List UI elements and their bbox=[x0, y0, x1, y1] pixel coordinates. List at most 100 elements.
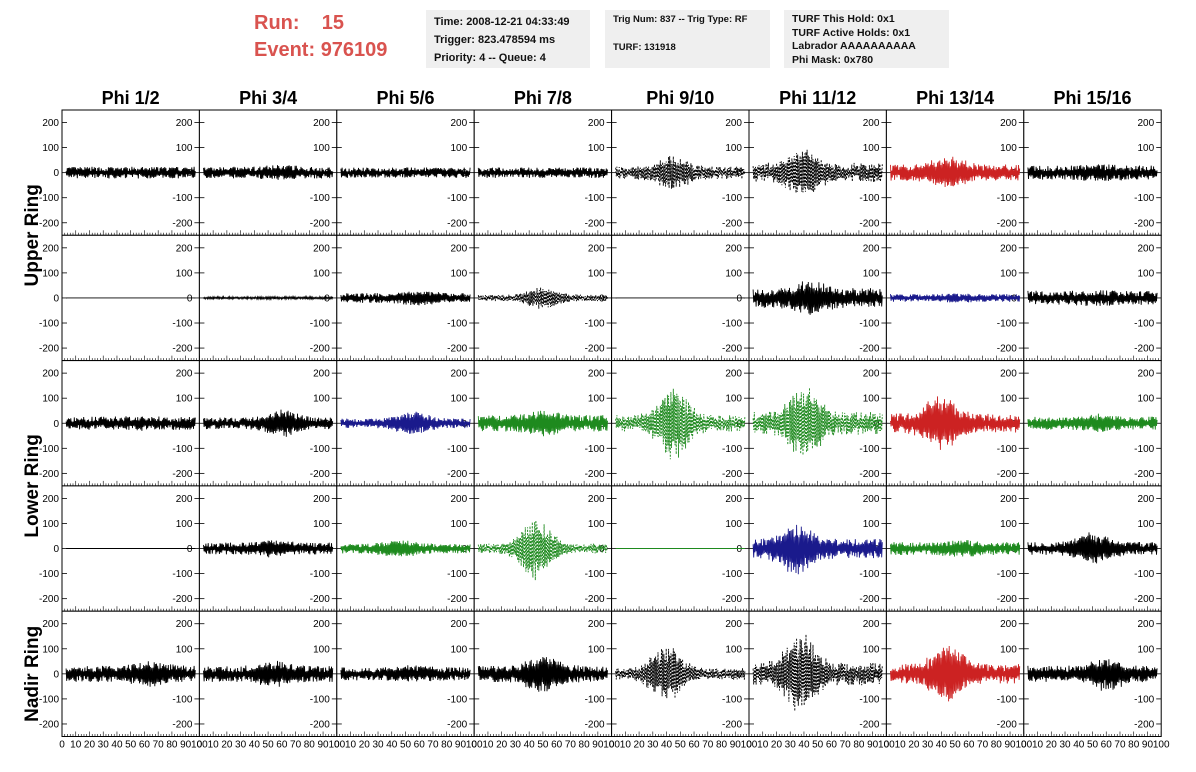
y-tick-label: 200 bbox=[863, 494, 880, 505]
y-tick-label: -100 bbox=[722, 569, 742, 580]
panel-r2-c3-waveform bbox=[340, 291, 471, 306]
y-tick-label: -200 bbox=[722, 469, 742, 480]
x-tick-label: 30 bbox=[98, 740, 110, 751]
x-tick-label: 90 bbox=[455, 740, 467, 751]
y-tick-label: 100 bbox=[42, 519, 59, 530]
y-tick-label: 100 bbox=[588, 268, 605, 279]
y-tick-label: 100 bbox=[42, 143, 59, 154]
x-tick-label: 90 bbox=[730, 740, 742, 751]
row-header-lower-ring: Lower Ring bbox=[22, 434, 43, 537]
x-tick-label: 70 bbox=[840, 740, 852, 751]
x-tick-label: 50 bbox=[537, 740, 549, 751]
y-tick-label: 100 bbox=[863, 143, 880, 154]
y-tick-label: -100 bbox=[310, 319, 330, 330]
y-tick-label: 0 bbox=[736, 293, 742, 304]
y-tick-label: -200 bbox=[39, 594, 59, 605]
x-tick-label: 20 bbox=[634, 740, 646, 751]
y-tick-label: 100 bbox=[863, 519, 880, 530]
x-tick-label: 40 bbox=[798, 740, 810, 751]
x-tick-label: 0 bbox=[884, 740, 890, 751]
y-tick-label: -200 bbox=[447, 594, 467, 605]
y-tick-label: -100 bbox=[722, 193, 742, 204]
panel-r3-c7-waveform bbox=[890, 396, 1021, 450]
x-tick-label: 40 bbox=[524, 740, 536, 751]
panel-r1-c1-waveform bbox=[65, 166, 196, 179]
x-tick-label: 70 bbox=[153, 740, 165, 751]
y-tick-label: 200 bbox=[1138, 369, 1155, 380]
x-tick-label: 80 bbox=[991, 740, 1003, 751]
y-tick-label: -100 bbox=[859, 694, 879, 705]
y-tick-label: 200 bbox=[313, 243, 330, 254]
y-tick-label: 200 bbox=[176, 369, 193, 380]
x-tick-label: 80 bbox=[166, 740, 178, 751]
y-tick-label: -100 bbox=[172, 569, 192, 580]
y-tick-label: 200 bbox=[1000, 243, 1017, 254]
y-tick-label: -100 bbox=[39, 694, 59, 705]
y-tick-label: 200 bbox=[725, 494, 742, 505]
column-header-5: Phi 9/10 bbox=[646, 88, 714, 108]
y-tick-label: 200 bbox=[42, 619, 59, 630]
panel-r4-c2-waveform bbox=[203, 540, 334, 558]
y-tick-label: -100 bbox=[310, 694, 330, 705]
x-tick-label: 30 bbox=[372, 740, 384, 751]
x-tick-label: 70 bbox=[977, 740, 989, 751]
y-tick-label: 0 bbox=[53, 669, 59, 680]
y-tick-label: 200 bbox=[176, 494, 193, 505]
event-value: 976109 bbox=[320, 39, 388, 61]
x-tick-label: 100 bbox=[1153, 740, 1170, 751]
y-tick-label: -100 bbox=[1134, 193, 1154, 204]
y-tick-label: 200 bbox=[42, 243, 59, 254]
y-tick-label: 200 bbox=[1000, 369, 1017, 380]
x-tick-label: 0 bbox=[471, 740, 477, 751]
x-tick-label: 40 bbox=[111, 740, 123, 751]
y-tick-label: -100 bbox=[585, 193, 605, 204]
y-tick-label: 100 bbox=[313, 143, 330, 154]
x-tick-label: 30 bbox=[1059, 740, 1071, 751]
phi-mask-line: Phi Mask: 0x780 bbox=[792, 53, 874, 66]
y-tick-label: -200 bbox=[39, 469, 59, 480]
panel-r5-c7-waveform bbox=[890, 645, 1021, 702]
y-tick-label: 200 bbox=[42, 494, 59, 505]
run-label: Run: bbox=[254, 12, 300, 34]
y-tick-label: -200 bbox=[1134, 594, 1154, 605]
y-tick-label: 200 bbox=[42, 369, 59, 380]
y-tick-label: -200 bbox=[172, 594, 192, 605]
event-label: Event: bbox=[254, 39, 316, 61]
y-tick-label: -200 bbox=[1134, 218, 1154, 229]
panel-r3-c1-waveform bbox=[65, 416, 196, 431]
y-tick-label: 100 bbox=[1138, 519, 1155, 530]
row-header-upper-ring: Upper Ring bbox=[22, 184, 43, 286]
turf-info-box: TURF This Hold: 0x1 TURF Active Holds: 0… bbox=[784, 10, 949, 68]
run-value: 15 bbox=[321, 12, 345, 34]
y-tick-label: 100 bbox=[863, 268, 880, 279]
y-tick-label: -200 bbox=[39, 344, 59, 355]
panel-r1-c6-waveform bbox=[752, 149, 883, 193]
y-tick-label: 200 bbox=[863, 619, 880, 630]
panel-r2-c2-waveform bbox=[203, 294, 334, 301]
y-tick-label: 200 bbox=[863, 243, 880, 254]
panel-r1-c2-waveform bbox=[203, 165, 334, 180]
y-tick-label: -100 bbox=[997, 319, 1017, 330]
y-tick-label: -100 bbox=[1134, 319, 1154, 330]
x-tick-label: 50 bbox=[1087, 740, 1099, 751]
y-tick-label: 100 bbox=[588, 644, 605, 655]
x-tick-label: 30 bbox=[785, 740, 797, 751]
y-tick-label: 100 bbox=[313, 268, 330, 279]
x-tick-label: 100 bbox=[191, 740, 208, 751]
panel-r4-c7-waveform bbox=[890, 540, 1021, 557]
y-tick-label: 200 bbox=[1000, 494, 1017, 505]
x-tick-label: 80 bbox=[579, 740, 591, 751]
x-tick-label: 0 bbox=[746, 740, 752, 751]
y-tick-label: -100 bbox=[447, 694, 467, 705]
panel-r5-c6-waveform bbox=[752, 634, 883, 712]
y-tick-label: 100 bbox=[451, 143, 468, 154]
y-tick-label: -200 bbox=[447, 719, 467, 730]
y-tick-label: 100 bbox=[176, 394, 193, 405]
x-tick-label: 0 bbox=[334, 740, 340, 751]
x-tick-label: 70 bbox=[427, 740, 439, 751]
x-tick-label: 10 bbox=[70, 740, 82, 751]
x-tick-label: 10 bbox=[1032, 740, 1044, 751]
x-tick-label: 10 bbox=[620, 740, 632, 751]
y-tick-label: 200 bbox=[863, 369, 880, 380]
x-tick-label: 80 bbox=[1128, 740, 1140, 751]
